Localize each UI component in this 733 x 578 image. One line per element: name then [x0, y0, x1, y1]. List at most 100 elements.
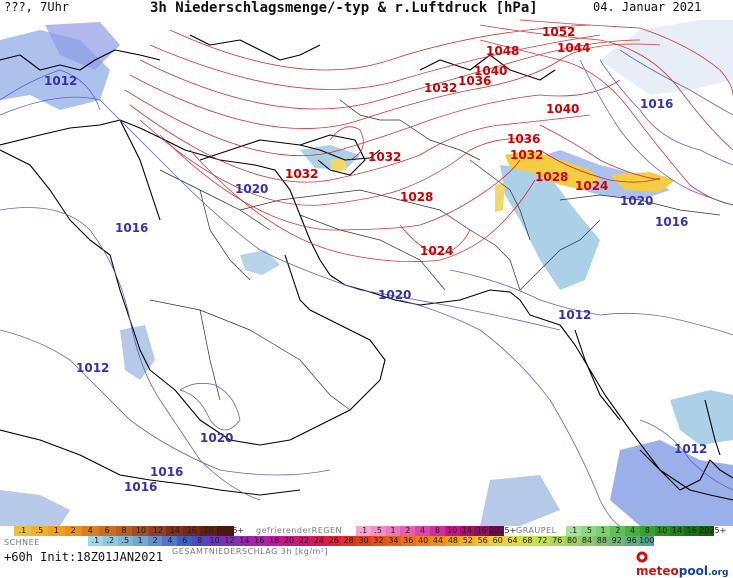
total-precip-label: GESAMTNIEDERSCHLAG 3h [kg/m²]: [172, 547, 329, 556]
graupel-scale-tick: 2025+: [699, 526, 727, 536]
isobar-label: 1032: [510, 148, 543, 162]
snow-scale-tick: 2: [64, 526, 82, 536]
header-bar: ???, 7Uhr 3h Niederschlagsmenge/-typ & r…: [0, 0, 733, 18]
coastlines: [0, 34, 733, 501]
isobar-label: 1040: [546, 102, 579, 116]
isobar-label: 1036: [458, 74, 491, 88]
total-scale-tick: .1: [88, 536, 103, 546]
isobar-labels: 1052 1048 1044 1040 1036 1032 1040 1036 …: [44, 25, 707, 494]
brand-org: .org: [707, 568, 729, 578]
total-scale-tick: 44: [430, 536, 446, 546]
graupel-scale-tick: 16: [684, 526, 700, 536]
snow-label: SCHNEE: [4, 538, 40, 547]
total-scale-tick: 2: [147, 536, 163, 546]
isobar-label: 1016: [655, 215, 688, 229]
total-scale-tick: 92: [609, 536, 625, 546]
brand-meteo: meteo: [636, 564, 679, 578]
snow-scale-tick: 14: [166, 526, 184, 536]
precip-snow-area: [670, 390, 733, 445]
snow-scale-tick: .1: [14, 526, 31, 536]
graupel-label: GRAUPEL: [516, 526, 557, 535]
total-scale-tick: 72: [534, 536, 550, 546]
total-scale-tick: 84: [579, 536, 595, 546]
time-label: ???, 7Uhr: [4, 0, 70, 14]
graupel-scale-tick: 8: [640, 526, 655, 536]
total-scale-tick: .2: [102, 536, 118, 546]
total-scale-tick: 88: [594, 536, 610, 546]
isobar-label: 1032: [368, 150, 401, 164]
total-scale-tick: 22: [296, 536, 312, 546]
precip-mixed-area: [495, 183, 505, 212]
map-title: 3h Niederschlagsmenge/-typ & r.Luftdruck…: [150, 0, 538, 16]
isobar-label: 1024: [420, 244, 453, 258]
total-scale-tick: 76: [549, 536, 565, 546]
isobar-label: 1036: [507, 132, 540, 146]
total-scale-tick: 16: [251, 536, 267, 546]
freezing-rain-scale-tick: 2025+: [489, 526, 517, 536]
snow-scale-tick: 12: [149, 526, 167, 536]
isobar-label: 1012: [558, 308, 591, 322]
freezing-rain-scale-tick: .5: [370, 526, 386, 536]
total-scale-tick: 52: [460, 536, 476, 546]
isobar-label: 1044: [557, 41, 590, 55]
isobar-label: 1016: [124, 480, 157, 494]
precip-areas: [0, 20, 733, 526]
precip-snow-area: [120, 325, 155, 380]
snow-scale-tick: 4: [81, 526, 99, 536]
low-isobars: [0, 49, 733, 526]
graupel-scale-tick: .1: [566, 526, 581, 536]
init-time: +60h Init:18Z01JAN2021: [4, 550, 163, 564]
freezing-rain-scale-tick: 10: [444, 526, 460, 536]
total-scale-tick: 12: [222, 536, 237, 546]
isobar-label: 1032: [424, 81, 457, 95]
snow-scale-tick: 2025+: [217, 526, 245, 536]
snow-scale-tick: 10: [132, 526, 150, 536]
graupel-scale-tick: 10: [654, 526, 670, 536]
isobar-label: 1016: [115, 221, 148, 235]
isobar-label: 1020: [200, 431, 233, 445]
total-scale-tick: 48: [445, 536, 461, 546]
isobar-label: 1016: [150, 465, 183, 479]
meteopool-logo[interactable]: meteopool.org: [636, 550, 733, 578]
isobar-label: 1028: [535, 170, 568, 184]
snow-scale-tick: 8: [115, 526, 133, 536]
total-scale-tick: 14: [236, 536, 252, 546]
isobar-label: 1020: [235, 182, 268, 196]
high-isobars: [124, 19, 733, 263]
isobar-label: 1052: [542, 25, 575, 39]
total-scale-tick: 64: [505, 536, 520, 546]
isobar-label: 1020: [378, 288, 411, 302]
total-scale-tick: 20: [281, 536, 297, 546]
total-scale-tick: 24: [311, 536, 327, 546]
isobar-label: 1024: [575, 179, 608, 193]
isobar-label: 1012: [44, 74, 77, 88]
total-scale-tick: 34: [385, 536, 401, 546]
isobar-label: 1012: [674, 442, 707, 456]
snow-scale-tick: 16: [183, 526, 201, 536]
freezing-rain-scale-tick: 16: [474, 526, 490, 536]
freezing-rain-scale-tick: 2: [400, 526, 416, 536]
graupel-scale-tick: 1: [595, 526, 611, 536]
isobar-label: 1016: [640, 97, 673, 111]
isobar-label: 1048: [486, 44, 519, 58]
total-scale-tick: 26: [326, 536, 342, 546]
total-scale-tick: 10: [207, 536, 223, 546]
graupel-scale-tick: 2: [610, 526, 626, 536]
precip-snow-area: [610, 440, 733, 526]
freezing-rain-label: gefrierenderREGEN: [256, 526, 342, 535]
total-scale-tick: .5: [117, 536, 133, 546]
freezing-rain-scale-tick: 4: [415, 526, 430, 536]
isobar-label: 1028: [400, 190, 433, 204]
graupel-scale-tick: 4: [625, 526, 640, 536]
snow-scale-tick: 1: [47, 526, 65, 536]
brand-pool: pool: [678, 564, 708, 578]
isobar-label: 1012: [76, 361, 109, 375]
precipitation-legend: SCHNEE gefrierenderREGEN GRAUPEL GESAMTN…: [0, 526, 733, 566]
precip-snow-area: [45, 22, 120, 70]
total-scale-tick: 4: [162, 536, 178, 546]
total-scale-tick: 6: [177, 536, 193, 546]
total-scale-tick: 80: [564, 536, 580, 546]
snow-scale-tick: 6: [98, 526, 116, 536]
total-scale-tick: 68: [519, 536, 535, 546]
total-scale-tick: 30: [356, 536, 371, 546]
